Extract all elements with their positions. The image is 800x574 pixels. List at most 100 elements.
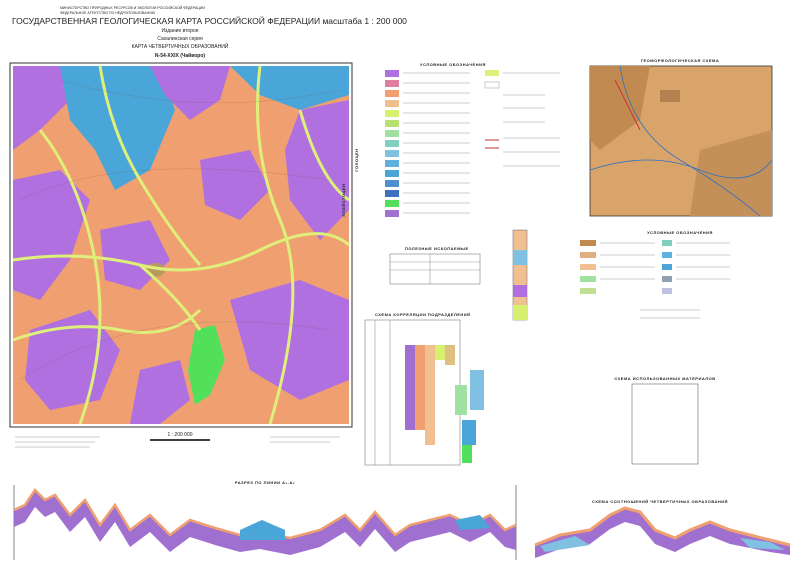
map-shape — [385, 200, 399, 207]
map-shape — [660, 90, 680, 102]
map-shape — [445, 345, 455, 365]
map-shape — [415, 345, 425, 430]
legend-title: УСЛОВНЫЕ ОБОЗНАЧЕНИЯ — [420, 62, 486, 67]
map-shape — [435, 345, 445, 360]
title: ГОСУДАРСТВЕННАЯ ГЕОЛОГИЧЕСКАЯ КАРТА РОСС… — [12, 15, 407, 26]
map-shape — [385, 70, 399, 77]
map-shape — [614, 79, 641, 131]
agency: ФЕДЕРАЛЬНОЕ АГЕНТСТВО ПО НЕДРОПОЛЬЗОВАНИ… — [60, 11, 156, 15]
map-shape — [589, 65, 773, 217]
map-shape — [12, 65, 350, 425]
map-shape — [740, 538, 785, 550]
map-shape — [580, 252, 596, 258]
map-shape — [462, 420, 476, 445]
map-shape — [590, 66, 650, 150]
map-shape — [9, 62, 353, 428]
series: Сахалинская серия — [157, 36, 203, 42]
map-shape — [385, 90, 399, 97]
relations-scheme — [534, 506, 791, 558]
sheet-id: N-54-XXIX (Чайворо) — [155, 52, 205, 59]
geomorph-title: ГЕОМОРФОЛОГИЧЕСКАЯ СХЕМА — [641, 58, 720, 63]
map-shape — [389, 253, 481, 285]
map-shape — [139, 263, 202, 331]
map-shape — [385, 150, 399, 157]
map-shape — [662, 288, 672, 294]
map-shape — [19, 321, 331, 381]
map-shape — [256, 65, 295, 425]
map-shape — [580, 264, 596, 270]
map-shape — [60, 66, 175, 190]
map-shape — [485, 70, 499, 76]
map-shape — [385, 140, 399, 147]
map-shape — [15, 436, 340, 448]
map-shape — [385, 180, 399, 187]
map-shape — [403, 72, 560, 214]
map-shape — [470, 370, 484, 410]
map-shape — [534, 506, 791, 547]
column — [512, 229, 528, 321]
map-shape — [285, 100, 349, 240]
section-title: РАЗРЕЗ ПО ЛИНИИ А₁-А₂ — [235, 480, 295, 485]
map-shape — [619, 65, 761, 217]
relations-title: СХЕМА СООТНОШЕНИЙ ЧЕТВЕРТИЧНЫХ ОБРАЗОВАН… — [592, 499, 728, 504]
map-shape — [405, 345, 415, 430]
map-shape — [662, 252, 672, 258]
map-shape — [150, 66, 230, 120]
map-shape — [589, 159, 773, 179]
map-shape — [513, 305, 527, 320]
map-shape — [455, 515, 490, 530]
map-shape — [188, 325, 225, 405]
map-shape — [484, 81, 500, 89]
map-shape — [662, 276, 672, 282]
map-shape — [130, 360, 190, 424]
map-shape — [390, 254, 480, 284]
map-shape — [298, 109, 350, 202]
correlation-table — [364, 319, 484, 466]
legend-swatches — [385, 70, 500, 217]
scale: 1 : 200 000 — [167, 432, 192, 438]
map-shape — [385, 190, 399, 197]
map-shape — [240, 520, 285, 540]
edition: Издание второе — [161, 28, 198, 34]
map-shape — [385, 170, 399, 177]
map-shape — [38, 129, 102, 425]
map-shape — [540, 536, 590, 552]
geomorph-legend — [580, 240, 730, 319]
map-shape — [13, 66, 80, 150]
map-shape — [200, 150, 270, 220]
map-shape — [385, 80, 399, 87]
map-shape — [580, 276, 596, 282]
geomorph-map — [589, 65, 773, 217]
epoch-holocene: ГОЛОЦЕН — [354, 148, 359, 171]
map-shape — [98, 65, 202, 266]
map-shape — [19, 168, 331, 201]
map-shape — [385, 120, 399, 127]
geomorph-legend-title: УСЛОВНЫЕ ОБОЗНАЧЕНИЯ — [647, 230, 713, 235]
map-shape — [425, 345, 435, 445]
map-shape — [462, 445, 472, 463]
map-shape — [580, 240, 596, 246]
map-shape — [385, 130, 399, 137]
map-shape — [12, 232, 350, 272]
map-shape — [25, 310, 120, 410]
ministry: МИНИСТЕРСТВО ПРИРОДНЫХ РЕСУРСОВ И ЭКОЛОГ… — [60, 6, 205, 10]
materials-title: СХЕМА ИСПОЛЬЗОВАННЫХ МАТЕРИАЛОВ — [614, 376, 715, 381]
map-shape — [580, 288, 596, 294]
map-shape — [662, 240, 672, 246]
map-shape — [14, 490, 516, 555]
map-shape — [662, 264, 672, 270]
map-shape — [385, 160, 399, 167]
map-shape — [385, 110, 399, 117]
map-shape — [12, 308, 202, 342]
epoch-pleistocene: ПЛЕЙСТОЦЕН — [341, 184, 346, 217]
minerals-title: ПОЛЕЗНЫЕ ИСКОПАЕМЫЕ — [405, 246, 469, 251]
map-shape — [513, 285, 527, 297]
map-shape — [19, 79, 341, 381]
correlation-title: СХЕМА КОРРЕЛЯЦИИ ПОДРАЗДЕЛЕНИЙ — [375, 312, 471, 317]
map-shape — [600, 242, 730, 319]
map-title: КАРТА ЧЕТВЕРТИЧНЫХ ОБРАЗОВАНИЙ — [132, 42, 229, 50]
map-shape — [513, 250, 527, 265]
